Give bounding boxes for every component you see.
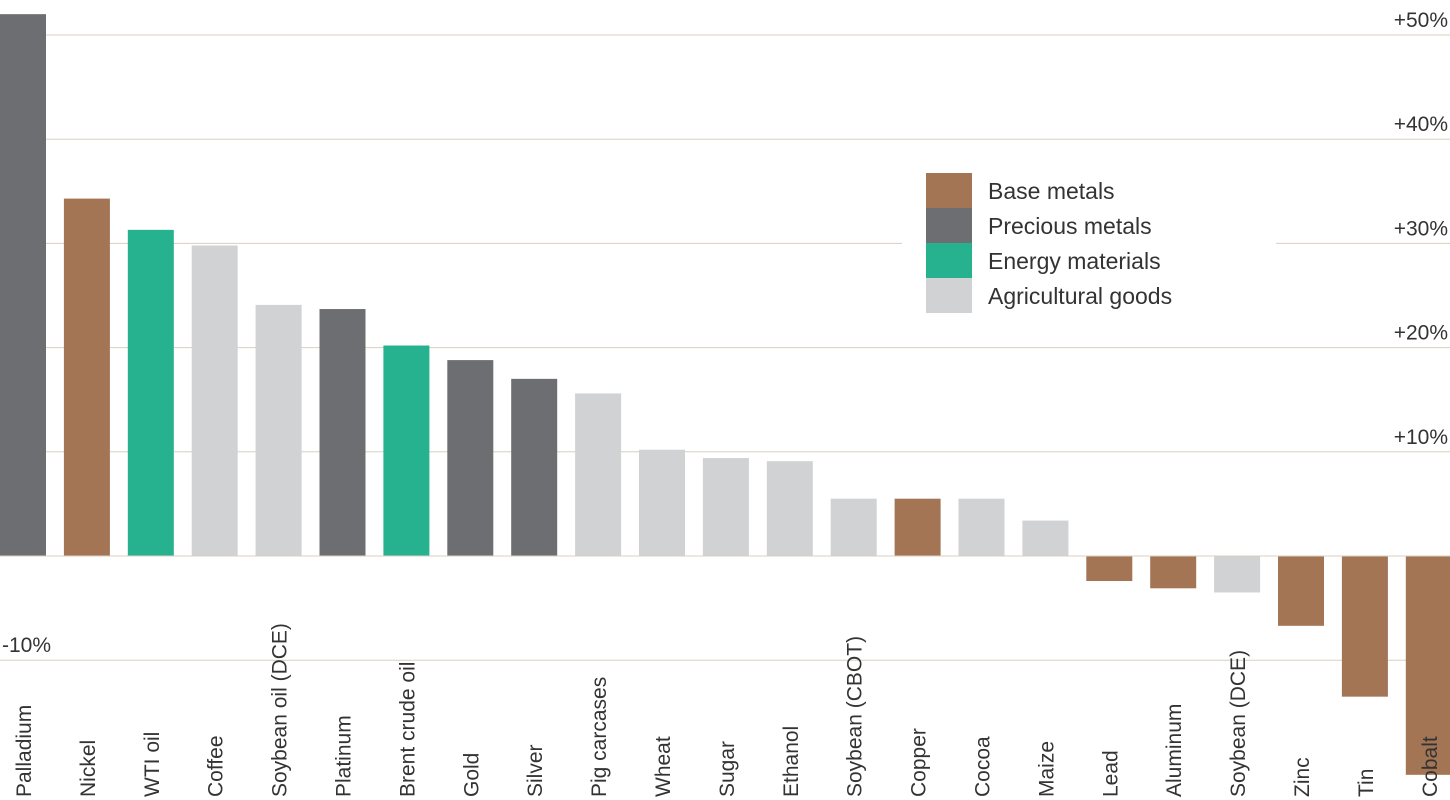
bar-0	[0, 14, 46, 557]
y-tick-label-3: +30%	[1394, 217, 1448, 240]
category-label-6: Brent crude oil	[396, 662, 419, 797]
bar-18	[1150, 556, 1197, 589]
bars	[0, 14, 1450, 775]
category-label-4: Soybean oil (DCE)	[269, 623, 292, 797]
bar-4	[255, 304, 302, 556]
legend-label-0: Base metals	[988, 178, 1115, 204]
bar-10	[639, 449, 685, 556]
category-label-11: Sugar	[716, 741, 739, 797]
category-label-7: Gold	[460, 753, 483, 797]
legend-swatch-2	[926, 243, 972, 278]
bar-15	[958, 498, 1005, 556]
category-label-19: Soybean (DCE)	[1227, 650, 1250, 797]
category-label-14: Copper	[908, 728, 931, 797]
category-label-16: Maize	[1035, 741, 1058, 797]
category-label-17: Lead	[1099, 750, 1122, 797]
bar-5	[319, 309, 366, 556]
legend-label-1: Precious metals	[988, 213, 1152, 239]
bar-2	[127, 229, 174, 556]
category-label-1: Nickel	[77, 740, 100, 797]
legend: Base metals Precious metals Energy materia…	[902, 158, 1276, 328]
category-labels: Palladium Nickel WTI oil Coffee Soybean oil …	[13, 623, 1442, 797]
category-label-12: Ethanol	[780, 726, 803, 797]
bar-22	[1405, 556, 1450, 775]
y-tick-label-5: +50%	[1394, 9, 1448, 32]
category-label-9: Pig carcases	[588, 677, 611, 797]
bar-20	[1278, 556, 1324, 626]
legend-swatch-0	[926, 173, 972, 208]
legend-label-2: Energy materials	[988, 248, 1161, 274]
bar-19	[1214, 556, 1261, 593]
bar-7	[447, 360, 494, 556]
category-label-18: Aluminum	[1163, 704, 1186, 797]
category-label-0: Palladium	[13, 705, 36, 797]
category-label-8: Silver	[524, 744, 547, 797]
category-label-5: Platinum	[333, 715, 356, 797]
bar-3	[191, 245, 238, 556]
bar-21	[1341, 556, 1388, 697]
bar-16	[1022, 520, 1069, 556]
y-tick-label-4: +40%	[1394, 113, 1448, 136]
legend-swatch-1	[926, 208, 972, 243]
y-tick-label-2: +20%	[1394, 322, 1448, 345]
bar-1	[63, 198, 110, 556]
bar-9	[575, 393, 622, 556]
category-label-13: Soybean (CBOT)	[844, 636, 867, 797]
bar-14	[894, 498, 941, 556]
bar-8	[511, 378, 558, 556]
category-label-20: Zinc	[1291, 757, 1314, 797]
y-tick-labels: -10% +10% +20% +30% +40% +50%	[2, 9, 1448, 657]
category-label-2: WTI oil	[141, 732, 164, 797]
y-tick-label-0: -10%	[2, 634, 51, 657]
bar-11	[702, 458, 749, 556]
category-label-22: Cobalt	[1419, 736, 1442, 797]
legend-swatch-3	[926, 278, 972, 313]
bar-12	[766, 461, 813, 556]
legend-label-3: Agricultural goods	[988, 283, 1172, 309]
category-label-15: Cocoa	[972, 736, 995, 797]
category-label-3: Coffee	[205, 736, 228, 798]
bar-13	[830, 498, 877, 556]
bar-6	[383, 345, 430, 556]
category-label-10: Wheat	[652, 736, 675, 797]
y-tick-label-1: +10%	[1394, 426, 1448, 449]
bar-17	[1086, 556, 1133, 582]
category-label-21: Tin	[1355, 769, 1378, 797]
